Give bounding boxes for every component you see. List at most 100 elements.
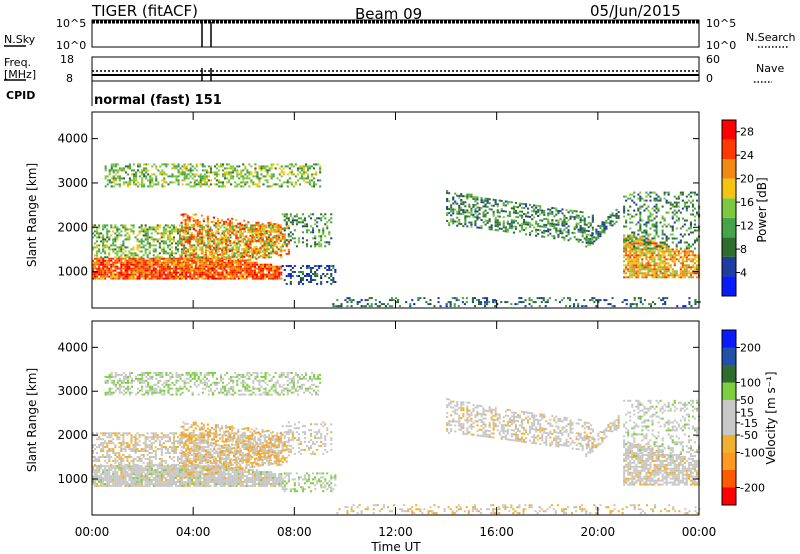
- echo-pixel: [689, 268, 692, 271]
- echo-pixel: [218, 185, 221, 188]
- echo-pixel: [217, 256, 220, 259]
- echo-pixel: [557, 235, 560, 238]
- echo-pixel: [259, 229, 262, 232]
- echo-pixel: [225, 234, 228, 237]
- echo-pixel: [147, 179, 150, 182]
- echo-pixel: [179, 236, 182, 239]
- echo-pixel: [168, 238, 171, 241]
- echo-pixel: [320, 245, 323, 248]
- echo-pixel: [172, 240, 175, 243]
- echo-pixel: [199, 163, 202, 166]
- echo-pixel: [266, 246, 269, 249]
- echo-pixel: [201, 267, 204, 270]
- echo-pixel: [643, 276, 646, 279]
- echo-pixel: [249, 263, 252, 266]
- echo-pixel: [122, 226, 125, 229]
- echo-pixel: [496, 209, 499, 212]
- echo-pixel: [645, 276, 648, 279]
- echo-pixel: [116, 277, 119, 280]
- echo-pixel: [110, 163, 113, 166]
- echo-pixel: [216, 247, 219, 250]
- echo-pixel: [599, 225, 602, 228]
- echo-pixel: [257, 248, 260, 251]
- echo-pixel: [245, 265, 248, 268]
- echo-pixel: [100, 484, 103, 487]
- echo-pixel: [190, 254, 193, 257]
- echo-pixel: [243, 267, 246, 270]
- echo-pixel: [229, 244, 232, 247]
- echo-pixel: [241, 224, 244, 227]
- echo-pixel: [136, 483, 139, 485]
- echo-pixel: [193, 248, 196, 251]
- freq-tick-bottom: 8: [66, 72, 73, 85]
- echo-pixel: [203, 175, 206, 178]
- echo-pixel: [277, 230, 280, 233]
- echo-pixel: [537, 215, 540, 217]
- echo-pixel: [120, 224, 123, 227]
- echo-pixel: [285, 225, 288, 228]
- echo-pixel: [281, 237, 284, 240]
- echo-pixel: [471, 299, 474, 302]
- echo-pixel: [184, 253, 187, 255]
- echo-pixel: [484, 305, 487, 308]
- echo-pixel: [328, 233, 331, 236]
- echo-pixel: [629, 272, 632, 275]
- echo-pixel: [559, 218, 562, 221]
- echo-pixel: [201, 177, 204, 180]
- echo-pixel: [482, 205, 485, 208]
- echo-pixel: [118, 248, 121, 251]
- echo-pixel: [253, 250, 256, 253]
- echo-pixel: [651, 207, 654, 210]
- echo-pixel: [150, 228, 153, 231]
- echo-pixel: [192, 249, 195, 252]
- echo-pixel: [155, 175, 158, 178]
- echo-pixel: [508, 227, 511, 229]
- echo-pixel: [138, 481, 141, 483]
- echo-pixel: [689, 221, 692, 224]
- echo-pixel: [114, 275, 117, 278]
- echo-pixel: [136, 267, 139, 270]
- echo-pixel: [637, 242, 640, 245]
- echo-pixel: [133, 183, 136, 186]
- echo-pixel: [573, 303, 576, 306]
- echo-pixel: [573, 216, 576, 219]
- echo-pixel: [232, 165, 235, 168]
- echo-pixel: [108, 475, 111, 478]
- echo-pixel: [243, 263, 246, 266]
- echo-pixel: [561, 230, 564, 233]
- echo-pixel: [213, 171, 216, 174]
- echo-pixel: [635, 276, 638, 279]
- echo-pixel: [269, 239, 272, 242]
- echo-pixel: [128, 165, 131, 168]
- echo-pixel: [258, 167, 261, 170]
- echo-pixel: [183, 277, 186, 280]
- echo-pixel: [272, 250, 275, 253]
- echo-pixel: [647, 250, 650, 253]
- echo-pixel: [132, 248, 135, 251]
- echo-pixel: [696, 266, 699, 269]
- echo-pixel: [106, 475, 109, 478]
- echo-pixel: [625, 225, 628, 228]
- echo-pixel: [561, 208, 564, 211]
- echo-pixel: [198, 264, 201, 267]
- echo-pixel: [525, 205, 528, 208]
- echo-pixel: [122, 277, 125, 280]
- echo-pixel: [144, 230, 147, 233]
- echo-pixel: [255, 245, 258, 248]
- echo-pixel: [665, 262, 668, 265]
- echo-pixel: [285, 265, 288, 267]
- echo-pixel: [693, 229, 696, 232]
- echo-pixel: [267, 222, 270, 224]
- echo-pixel: [663, 256, 666, 259]
- echo-pixel: [653, 270, 656, 273]
- echo-pixel: [108, 267, 111, 270]
- echo-pixel: [641, 239, 644, 242]
- echo-pixel: [318, 229, 321, 232]
- echo-pixel: [677, 254, 680, 257]
- echo-pixel: [645, 244, 648, 247]
- echo-pixel: [170, 230, 173, 233]
- echo-pixel: [655, 199, 658, 202]
- echo-pixel: [146, 234, 149, 237]
- echo-pixel: [229, 226, 232, 229]
- echo-pixel: [639, 223, 642, 226]
